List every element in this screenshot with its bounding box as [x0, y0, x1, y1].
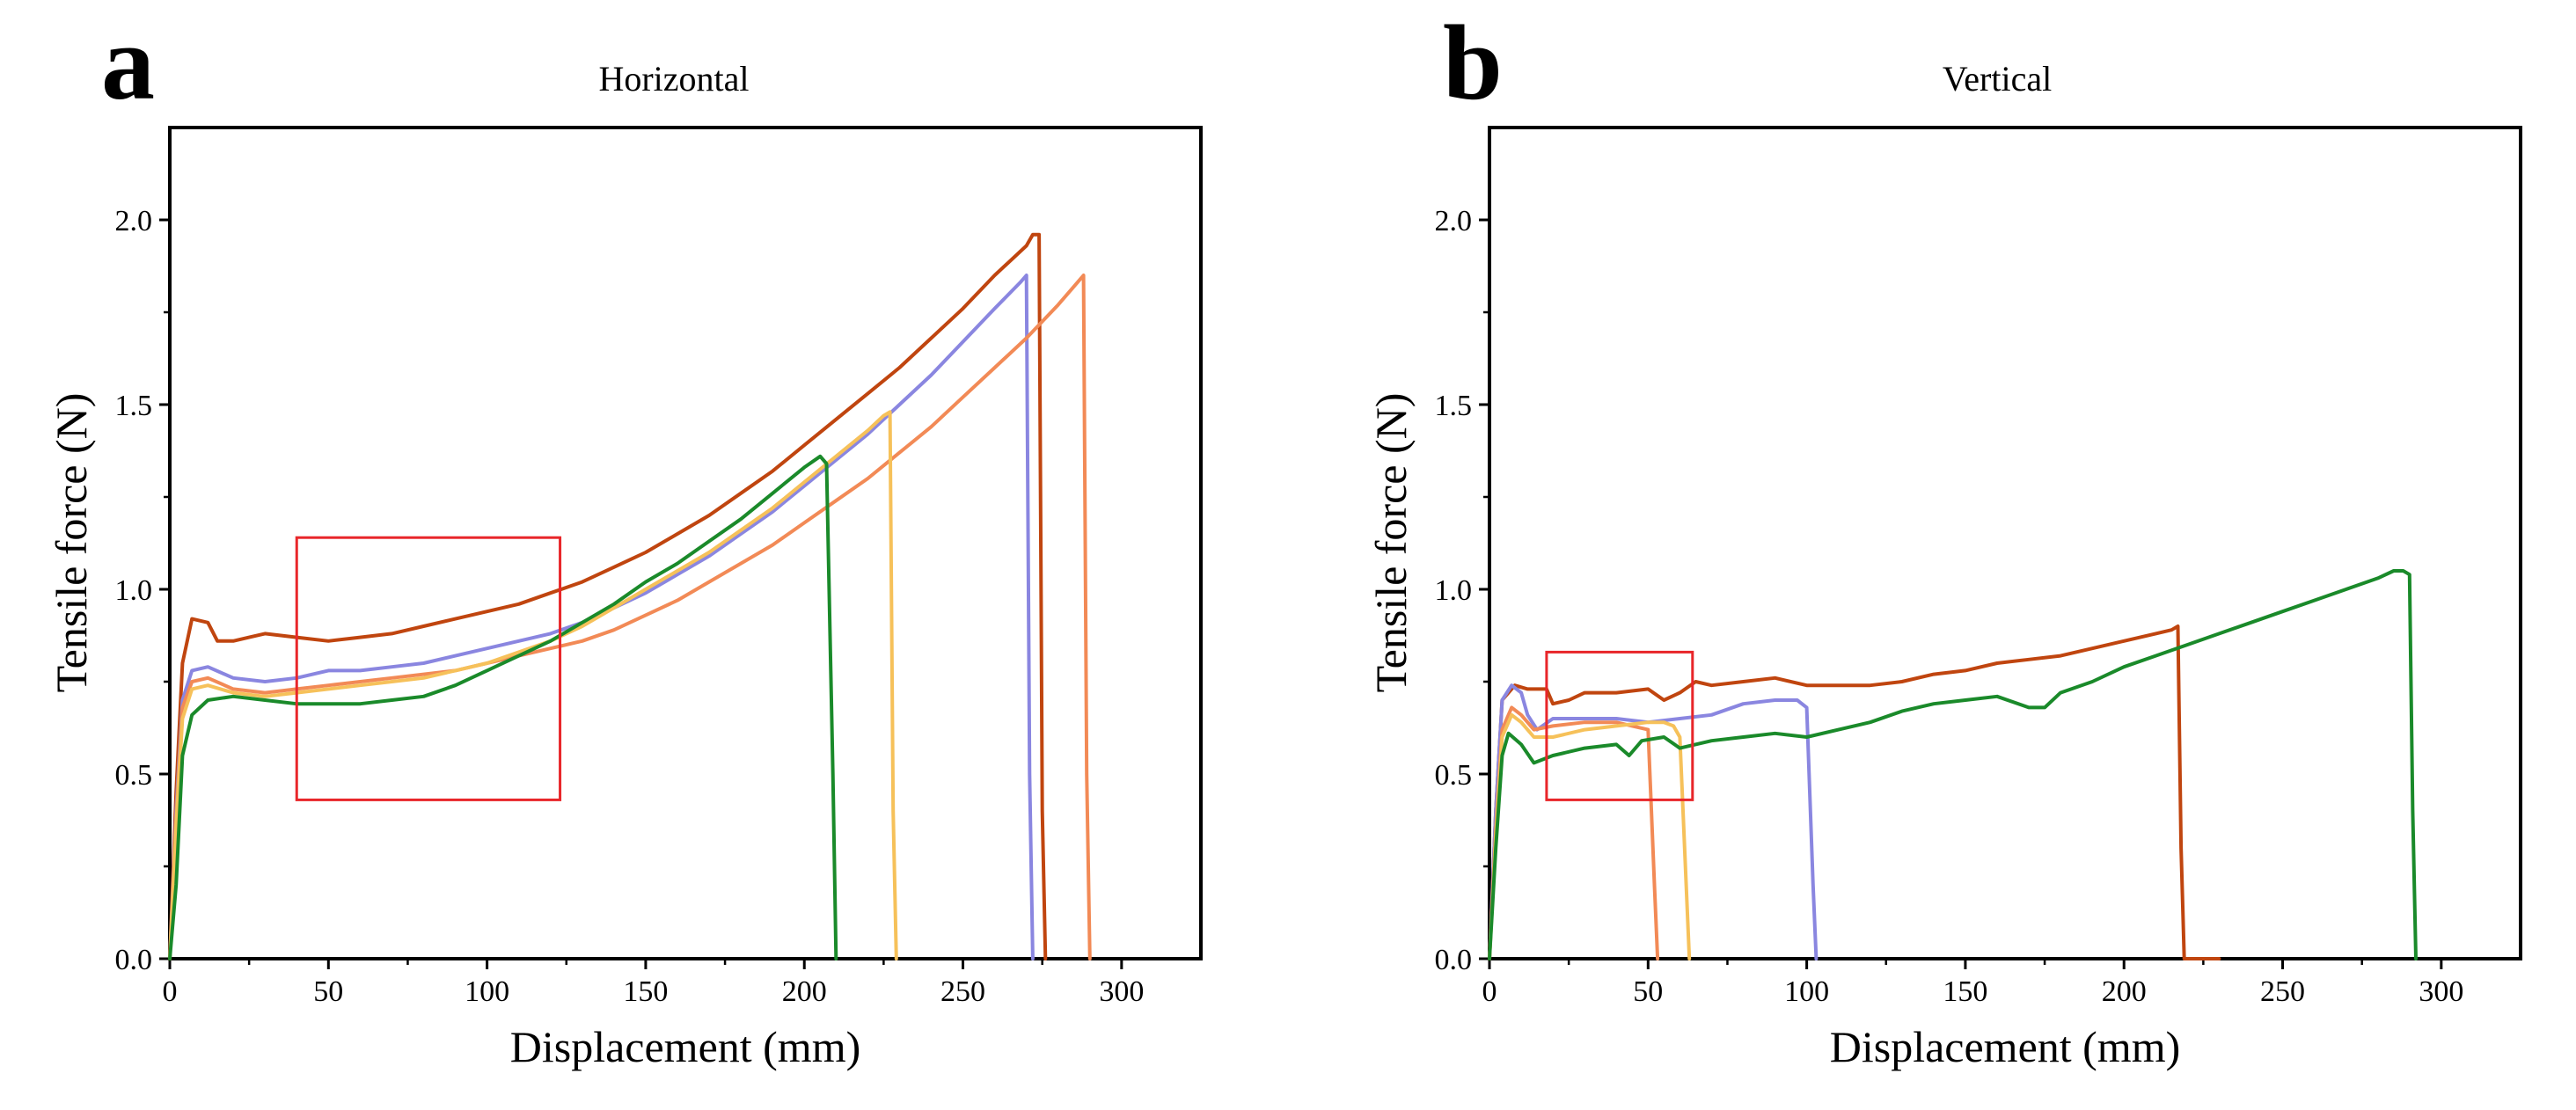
highlight-box — [295, 536, 562, 801]
x-tick-label: 0 — [163, 975, 178, 1008]
x-axis-label: Displacement (mm) — [1830, 1022, 2181, 1071]
series-line-3 — [1488, 705, 1660, 960]
y-tick-label: 0.0 — [115, 944, 153, 976]
x-axis-label: Displacement (mm) — [510, 1022, 861, 1071]
series-line-1 — [1488, 624, 2221, 960]
y-tick-label: 0.5 — [115, 759, 153, 792]
plot-frame — [1488, 126, 2522, 960]
series-line-4 — [168, 410, 898, 960]
x-tick-label: 0 — [1482, 975, 1497, 1008]
series-layer — [168, 232, 1092, 960]
x-tick-label: 150 — [1943, 975, 1987, 1008]
series-line-2 — [1488, 683, 1819, 960]
y-tick-label: 0.5 — [1435, 759, 1473, 792]
x-tick-label: 300 — [2419, 975, 2463, 1008]
panel-letter: b — [1443, 4, 1503, 122]
y-tick-label: 1.0 — [115, 574, 153, 607]
panel-letter: a — [101, 4, 155, 122]
y-axis-label: Tensile force (N) — [47, 393, 96, 693]
x-tick-label: 250 — [940, 975, 985, 1008]
y-tick-label: 2.0 — [1435, 205, 1473, 237]
y-tick-label: 0.0 — [1435, 944, 1473, 976]
chart-title: Vertical — [1943, 59, 2052, 99]
panel-vertical: b Vertical 0 50 100 150 200 250 300 0.0 0.5 1.0 1.… — [1366, 4, 2522, 1071]
series-line-5 — [1488, 569, 2418, 960]
tick-group: 0 50 100 150 200 250 300 0.0 0.5 1.0 1.5 2.0 — [115, 205, 1145, 1008]
x-tick-label: 200 — [2102, 975, 2147, 1008]
x-tick-label: 100 — [465, 975, 509, 1008]
y-axis-label: Tensile force (N) — [1366, 393, 1416, 693]
y-tick-label: 2.0 — [115, 205, 153, 237]
plot-frame — [168, 126, 1203, 960]
series-line-4 — [1488, 712, 1692, 960]
y-tick-label: 1.5 — [1435, 390, 1473, 422]
x-tick-label: 200 — [782, 975, 827, 1008]
panel-horizontal: a Horizontal 0 50 100 150 200 250 300 0.0 0.5 1.0… — [47, 4, 1203, 1071]
x-tick-label: 100 — [1784, 975, 1829, 1008]
chart-title: Horizontal — [598, 59, 749, 99]
highlight-box — [1545, 650, 1694, 801]
series-layer — [1488, 569, 2418, 960]
y-tick-label: 1.5 — [115, 390, 153, 422]
series-line-1 — [168, 232, 1048, 960]
tick-group: 0 50 100 150 200 250 300 0.0 0.5 1.0 1.5 2.0 — [1435, 205, 2464, 1008]
x-tick-label: 300 — [1099, 975, 1144, 1008]
x-tick-label: 50 — [313, 975, 343, 1008]
series-line-5 — [168, 454, 838, 960]
series-line-3 — [168, 274, 1092, 960]
x-tick-label: 150 — [623, 975, 668, 1008]
x-tick-label: 50 — [1633, 975, 1663, 1008]
x-tick-label: 250 — [2260, 975, 2305, 1008]
y-tick-label: 1.0 — [1435, 574, 1473, 607]
